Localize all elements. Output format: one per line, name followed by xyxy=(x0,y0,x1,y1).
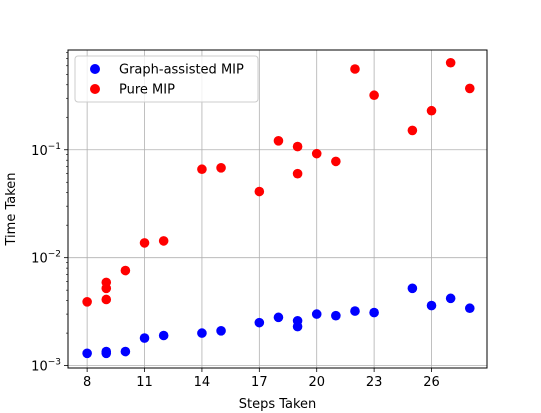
grid-lines xyxy=(68,50,487,368)
data-point-pure-mip xyxy=(120,265,131,276)
x-tick-label: 23 xyxy=(366,375,383,390)
data-point-pure-mip xyxy=(464,83,475,94)
legend-marker-graph-assisted-mip xyxy=(90,64,100,74)
data-point-pure-mip xyxy=(197,164,207,175)
data-point-pure-mip xyxy=(350,64,360,74)
data-point-pure-mip xyxy=(369,90,379,101)
data-point-graph-assisted-mip xyxy=(350,306,360,316)
data-point-graph-assisted-mip xyxy=(101,346,112,357)
data-point-pure-mip xyxy=(139,238,150,248)
data-point-pure-mip xyxy=(101,294,112,305)
data-point-graph-assisted-mip xyxy=(273,312,284,323)
data-point-graph-assisted-mip xyxy=(216,326,226,336)
x-tick-label: 11 xyxy=(136,375,153,390)
data-point-graph-assisted-mip xyxy=(120,346,131,357)
x-tick-label: 8 xyxy=(83,375,91,390)
data-point-pure-mip xyxy=(426,105,437,116)
data-point-pure-mip xyxy=(331,156,341,167)
legend-marker-pure-mip xyxy=(90,84,100,94)
data-point-graph-assisted-mip xyxy=(292,321,303,332)
data-point-pure-mip xyxy=(82,297,92,307)
x-tick-label: 14 xyxy=(194,375,211,390)
data-point-pure-mip xyxy=(273,136,284,146)
data-point-graph-assisted-mip xyxy=(464,303,475,314)
data-point-pure-mip xyxy=(311,148,322,159)
data-point-pure-mip xyxy=(216,163,226,173)
data-point-graph-assisted-mip xyxy=(82,348,92,359)
data-point-graph-assisted-mip xyxy=(197,328,207,338)
data-point-graph-assisted-mip xyxy=(139,333,150,343)
data-point-graph-assisted-mip xyxy=(369,307,379,318)
x-axis-label: Steps Taken xyxy=(239,397,317,412)
data-point-graph-assisted-mip xyxy=(445,293,456,304)
data-points xyxy=(82,57,475,359)
data-point-graph-assisted-mip xyxy=(311,309,322,319)
data-point-graph-assisted-mip xyxy=(407,283,418,294)
data-point-pure-mip xyxy=(292,168,303,179)
data-point-graph-assisted-mip xyxy=(331,310,341,321)
plot-area-frame xyxy=(67,49,488,369)
axis-ticks: 8 11 14 17 20 23 26 10−3 10−2 10−1 xyxy=(31,51,440,390)
data-point-pure-mip xyxy=(101,283,112,294)
y-tick-label: 10−3 xyxy=(31,358,61,375)
data-point-pure-mip xyxy=(158,236,169,246)
data-point-pure-mip xyxy=(292,141,303,152)
x-tick-label: 26 xyxy=(423,375,440,390)
data-point-graph-assisted-mip xyxy=(426,300,437,311)
y-axis-label: Time Taken xyxy=(4,172,19,246)
legend: Graph-assisted MIP Pure MIP xyxy=(74,55,259,103)
data-point-graph-assisted-mip xyxy=(158,330,169,341)
x-tick-label: 20 xyxy=(308,375,325,390)
y-tick-label: 10−2 xyxy=(31,250,61,267)
legend-label-graph-assisted-mip: Graph-assisted MIP xyxy=(119,63,244,78)
data-point-pure-mip xyxy=(254,186,265,197)
legend-box xyxy=(74,55,259,103)
y-tick-label: 10−1 xyxy=(31,142,61,159)
x-tick-label: 17 xyxy=(251,375,268,390)
data-point-graph-assisted-mip xyxy=(254,317,265,328)
data-point-pure-mip xyxy=(445,57,456,68)
data-point-pure-mip xyxy=(407,125,418,136)
legend-label-pure-mip: Pure MIP xyxy=(119,83,175,98)
